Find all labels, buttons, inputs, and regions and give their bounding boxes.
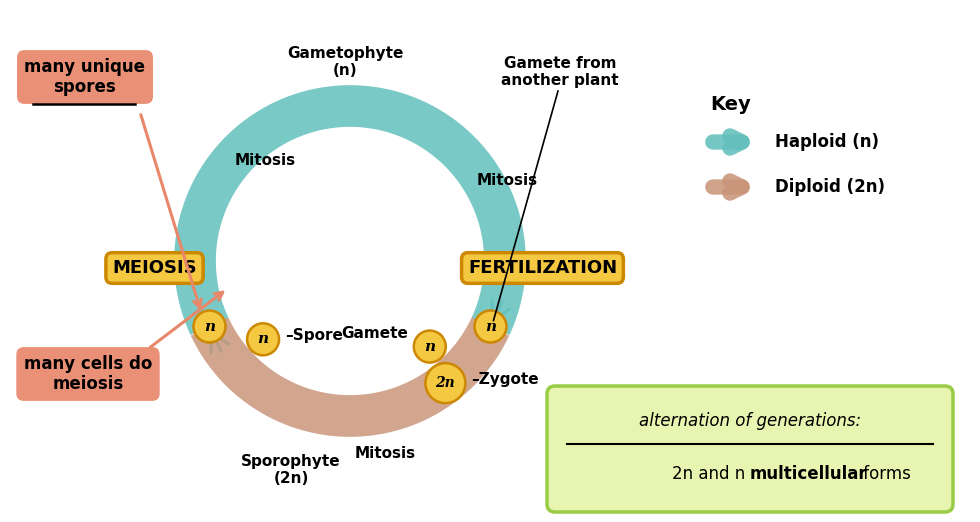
Text: Gametophyte
(n): Gametophyte (n) [287, 45, 403, 78]
Circle shape [474, 311, 507, 342]
Text: Mitosis: Mitosis [477, 173, 538, 188]
Text: Gamete: Gamete [341, 326, 408, 340]
Text: 2n: 2n [435, 376, 456, 390]
Circle shape [247, 323, 279, 355]
Text: –Zygote: –Zygote [471, 372, 539, 387]
Circle shape [193, 311, 225, 342]
Text: Mitosis: Mitosis [355, 446, 416, 461]
Text: n: n [424, 340, 435, 353]
Text: FERTILIZATION: FERTILIZATION [467, 259, 617, 277]
Text: n: n [258, 333, 269, 346]
Text: –Spore: –Spore [285, 328, 343, 343]
Text: many unique
spores: many unique spores [24, 57, 145, 97]
Text: forms: forms [858, 465, 910, 483]
Text: Gamete from
another plant: Gamete from another plant [501, 56, 618, 88]
Text: 2n and n: 2n and n [671, 465, 750, 483]
Circle shape [425, 363, 466, 403]
Text: Mitosis: Mitosis [234, 153, 295, 168]
Text: Key: Key [710, 94, 751, 113]
Text: Haploid (n): Haploid (n) [775, 133, 879, 151]
Circle shape [207, 118, 493, 404]
Text: n: n [204, 319, 215, 334]
Text: n: n [485, 319, 496, 334]
Text: alternation of generations:: alternation of generations: [639, 412, 861, 431]
FancyBboxPatch shape [547, 386, 953, 512]
Text: multicellular: multicellular [750, 465, 867, 483]
Text: MEIOSIS: MEIOSIS [112, 259, 197, 277]
Circle shape [414, 330, 446, 363]
Text: Diploid (2n): Diploid (2n) [775, 178, 885, 196]
Text: Sporophyte
(2n): Sporophyte (2n) [241, 454, 341, 487]
Text: many cells do
meiosis: many cells do meiosis [24, 354, 152, 394]
